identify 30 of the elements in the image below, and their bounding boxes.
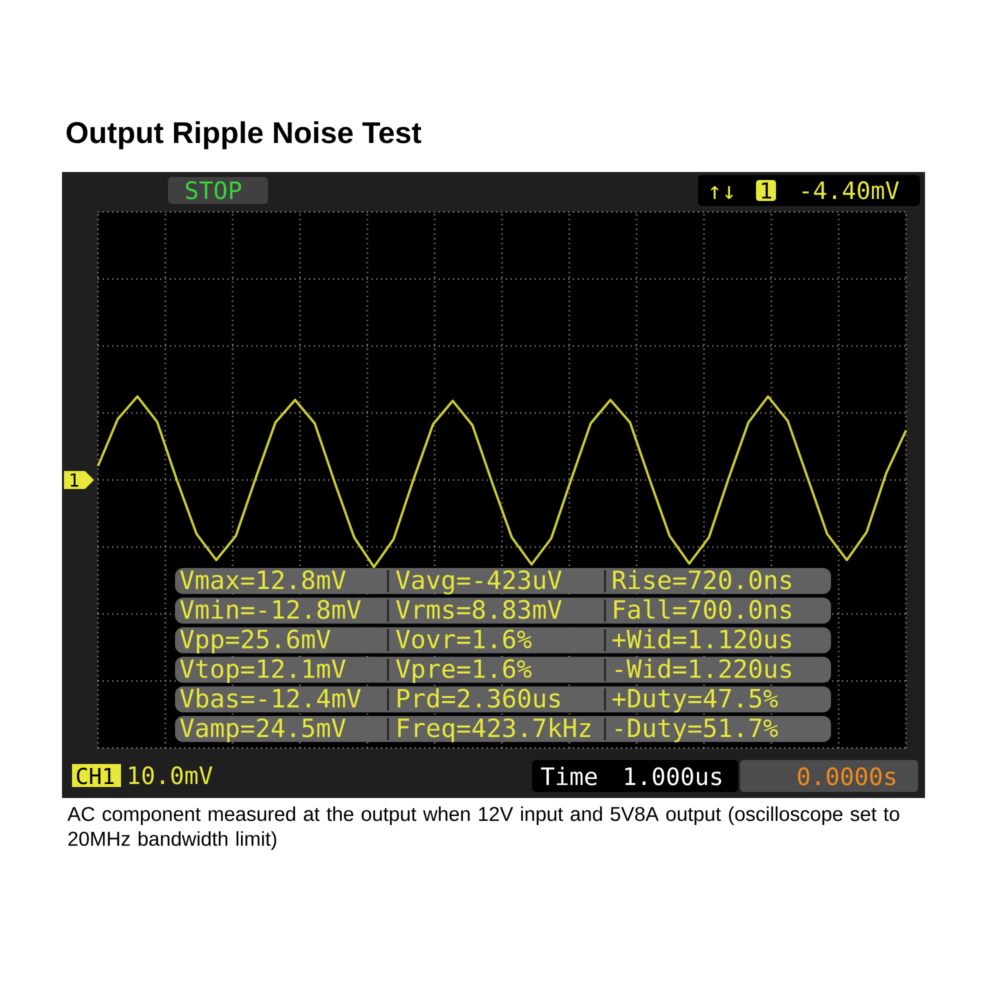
text: 1 <box>70 473 78 487</box>
text: 10.0mV <box>129 766 212 784</box>
text: Vbas=-12.4mV <box>180 688 361 708</box>
text: Vrms=8.83mV <box>396 600 562 619</box>
text: AC component measured at the output when 12V input and 5V8A output (oscilloscope set to 20MHz bandwidth limit) <box>67 806 900 850</box>
text: Prd=2.360us <box>398 688 560 708</box>
text: Vpp=25.6mV <box>180 630 330 654</box>
text: Vtop=12.1mV <box>180 659 346 684</box>
text: Vpre=1.6% <box>396 659 532 684</box>
text: -Wid=1.220us <box>616 658 791 678</box>
text: Vovr=1.6% <box>396 630 532 649</box>
text: -Duty=51.7% <box>616 718 778 742</box>
text: Vmax=12.8mV <box>180 570 346 590</box>
text: +Wid=1.120us <box>612 629 791 649</box>
text: Time <box>540 766 597 786</box>
text: 1 <box>762 182 772 199</box>
text: Vavg=-423uV <box>396 570 562 594</box>
text: Freq=423.7kHz <box>398 718 590 742</box>
text: 1.000us <box>625 767 722 786</box>
text: ↑↓ <box>710 186 733 199</box>
text: 0.0000s <box>798 767 896 786</box>
text: Vmin=-12.8mV <box>180 599 361 619</box>
text: STOP <box>186 181 242 200</box>
text: Rise=720.0ns <box>613 570 791 590</box>
chart-title: Output Ripple Noise Test <box>66 121 422 150</box>
text: +Duty=47.5% <box>612 689 778 713</box>
text: CH1 <box>76 768 114 784</box>
text: -4.40mV <box>802 181 899 200</box>
text: Vamp=24.5mV <box>180 718 346 742</box>
text: Fall=700.0ns <box>614 599 791 619</box>
